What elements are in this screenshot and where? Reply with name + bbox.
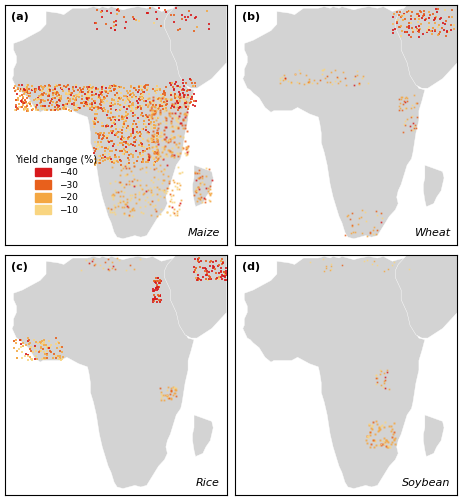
PathPatch shape (193, 415, 213, 457)
PathPatch shape (423, 165, 444, 207)
Text: (a): (a) (11, 12, 29, 22)
PathPatch shape (243, 256, 425, 488)
Text: (d): (d) (242, 262, 260, 272)
Text: Soybean: Soybean (402, 478, 451, 488)
Text: Wheat: Wheat (414, 228, 451, 238)
PathPatch shape (164, 255, 226, 338)
Text: Rice: Rice (196, 478, 220, 488)
PathPatch shape (243, 6, 425, 239)
PathPatch shape (423, 415, 444, 457)
PathPatch shape (12, 6, 194, 239)
PathPatch shape (395, 255, 457, 338)
Text: (b): (b) (242, 12, 260, 22)
Text: (c): (c) (11, 262, 28, 272)
Legend: −40, −30, −20, −10: −40, −30, −20, −10 (13, 153, 99, 216)
PathPatch shape (12, 256, 194, 488)
Text: Maize: Maize (188, 228, 220, 238)
PathPatch shape (193, 165, 213, 207)
PathPatch shape (164, 5, 226, 88)
PathPatch shape (395, 5, 457, 88)
